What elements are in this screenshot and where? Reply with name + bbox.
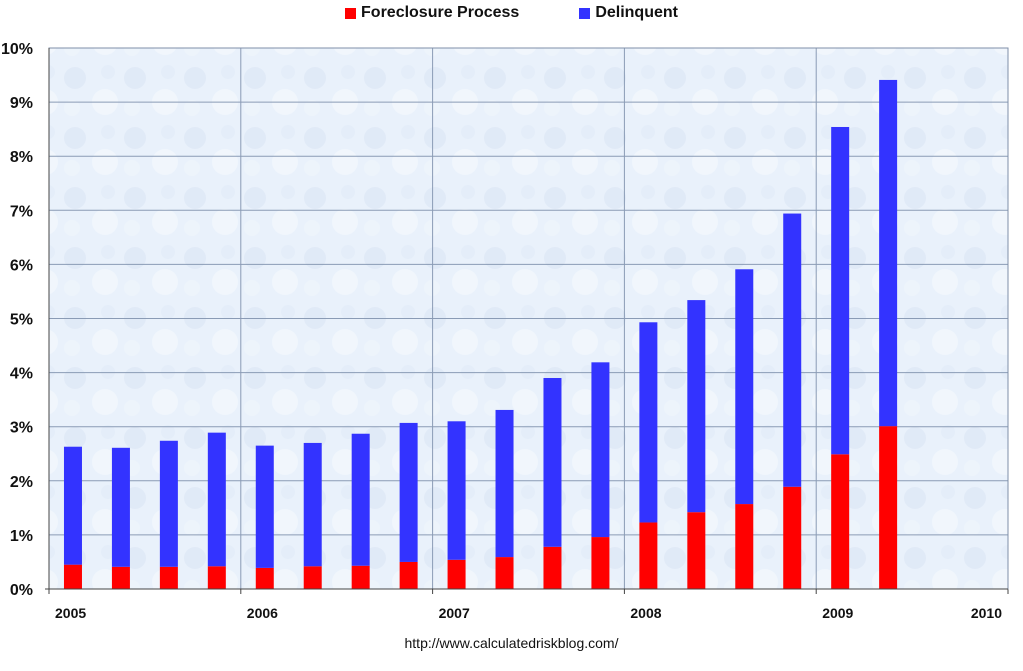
- bar-delinquent: [351, 433, 370, 566]
- bar-delinquent: [591, 362, 610, 538]
- y-tick-label: 9%: [10, 95, 33, 112]
- x-tick-label: 2005: [55, 605, 86, 621]
- bars: [63, 79, 898, 589]
- y-tick-label: 1%: [10, 528, 33, 545]
- x-tick-label: 2007: [439, 605, 470, 621]
- bar-foreclosure: [831, 454, 850, 589]
- bar-foreclosure: [447, 559, 466, 589]
- bar-delinquent: [687, 300, 706, 513]
- bar-delinquent: [63, 446, 82, 565]
- bar-foreclosure: [399, 561, 418, 589]
- bar-delinquent: [783, 213, 802, 487]
- y-tick-label: 0%: [10, 582, 33, 599]
- bar-foreclosure: [63, 564, 82, 589]
- legend-item-foreclosure: Foreclosure Process: [345, 4, 519, 22]
- x-tick-label: 2009: [822, 605, 853, 621]
- y-tick-label: 6%: [10, 257, 33, 274]
- bar-foreclosure: [351, 565, 370, 589]
- bar-foreclosure: [207, 566, 226, 589]
- bar-delinquent: [639, 322, 658, 523]
- y-tick-label: 4%: [10, 366, 33, 383]
- bar-foreclosure: [639, 522, 658, 589]
- y-tick-label: 5%: [10, 312, 33, 329]
- x-tick-label: 2010: [971, 605, 1002, 621]
- bar-delinquent: [447, 421, 466, 560]
- y-tick-label: 8%: [10, 149, 33, 166]
- source-url: http://www.calculatedriskblog.com/: [404, 635, 619, 651]
- bar-delinquent: [879, 79, 898, 427]
- legend-swatch-foreclosure: [345, 7, 357, 19]
- legend-item-delinquent: Delinquent: [539, 4, 678, 22]
- bar-foreclosure: [111, 566, 130, 589]
- y-tick-label: 2%: [10, 474, 33, 491]
- y-tick-label: 7%: [10, 203, 33, 220]
- bar-delinquent: [399, 422, 418, 562]
- bar-delinquent: [303, 442, 322, 567]
- y-tick-label: 3%: [10, 420, 33, 437]
- bar-foreclosure: [543, 546, 562, 589]
- bar-delinquent: [495, 409, 514, 558]
- bar-foreclosure: [303, 566, 322, 589]
- bar-delinquent: [831, 126, 850, 455]
- bar-foreclosure: [159, 566, 178, 589]
- bar-foreclosure: [495, 557, 514, 589]
- x-tick-label: 2006: [247, 605, 278, 621]
- bar-foreclosure: [591, 537, 610, 589]
- bar-delinquent: [159, 440, 178, 567]
- bar-delinquent: [111, 447, 130, 567]
- y-tick-label: 10%: [1, 41, 33, 58]
- legend-label-foreclosure: Foreclosure Process: [361, 4, 520, 21]
- bar-foreclosure: [687, 512, 706, 589]
- bar-delinquent: [735, 269, 754, 505]
- x-tick-label: 2008: [630, 605, 661, 621]
- legend-swatch-delinquent: [579, 7, 591, 19]
- legend-label-delinquent: Delinquent: [595, 4, 678, 21]
- bar-delinquent: [543, 378, 562, 547]
- axes: 0% 1% 2% 3% 4% 5% 6% 7% 8% 9% 10% 2005 2006 2007 2008 2…: [1, 41, 1009, 621]
- bar-delinquent: [255, 445, 274, 568]
- bar-delinquent: [207, 432, 226, 567]
- legend: Foreclosure Process Delinquent: [0, 4, 1023, 22]
- bar-foreclosure: [879, 426, 898, 589]
- bar-foreclosure: [783, 486, 802, 589]
- bar-foreclosure: [255, 567, 274, 589]
- bar-foreclosure: [735, 504, 754, 589]
